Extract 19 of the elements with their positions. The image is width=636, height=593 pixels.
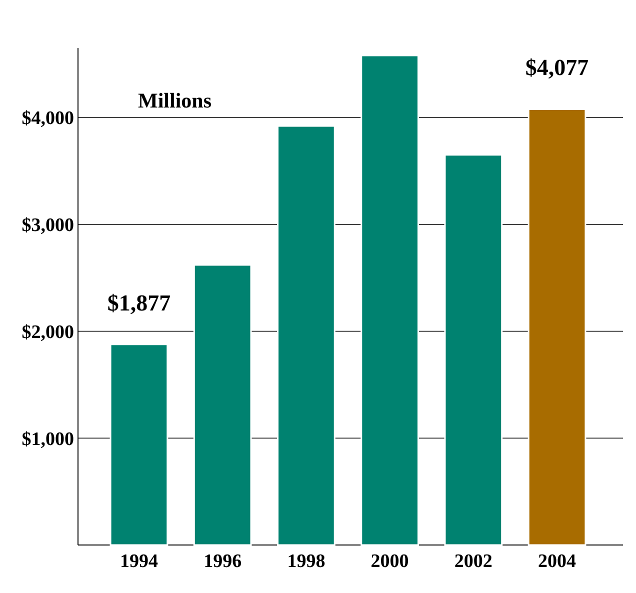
y-tick-label: $1,000 [22,428,74,450]
bar [110,344,168,546]
data-label: $4,077 [525,55,589,80]
y-tick-label: $3,000 [22,215,74,236]
x-tick-label: 2000 [370,551,409,572]
x-tick-label: 1998 [287,551,326,572]
y-axis-title: Millions [138,88,212,112]
bar [528,108,586,546]
bar [360,54,419,546]
y-tick-label: $4,000 [22,108,74,130]
x-tick-label: 1996 [204,551,242,572]
x-tick-label: 1994 [120,551,158,572]
bar [444,154,503,546]
bar [193,264,252,546]
data-label: $1,877 [107,290,171,316]
bar [277,125,336,546]
y-tick-label: $2,000 [22,322,74,343]
x-tick-label: 2002 [454,551,492,572]
x-tick-label: 2004 [538,551,577,572]
